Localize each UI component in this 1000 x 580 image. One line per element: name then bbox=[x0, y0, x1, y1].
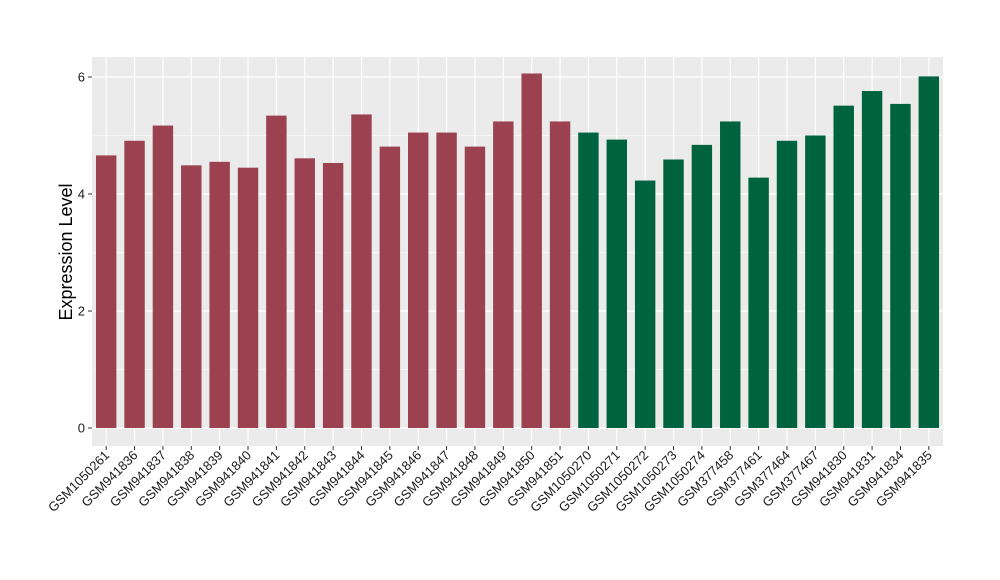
bar-GSM941831 bbox=[861, 91, 883, 428]
bar-GSM941850 bbox=[521, 73, 542, 429]
bar-GSM1050271 bbox=[606, 139, 627, 428]
bar-GSM941842 bbox=[294, 158, 315, 428]
bar-GSM1050261 bbox=[95, 155, 117, 428]
y-axis: 0 2 4 6 bbox=[78, 70, 92, 436]
bar-GSM377461 bbox=[748, 177, 769, 428]
bar-GSM941843 bbox=[322, 162, 344, 428]
y-tick-label: 0 bbox=[78, 421, 85, 436]
bar-GSM941837 bbox=[152, 125, 174, 429]
bar-GSM941851 bbox=[549, 121, 571, 429]
bar-GSM1050274 bbox=[691, 144, 713, 429]
bar-GSM941830 bbox=[833, 105, 854, 428]
bar-GSM941840 bbox=[237, 167, 259, 429]
bar-GSM1050272 bbox=[634, 180, 656, 428]
plot-panel bbox=[92, 57, 943, 446]
bar-GSM941849 bbox=[493, 121, 514, 429]
bar-GSM941848 bbox=[464, 146, 486, 429]
bar-GSM1050270 bbox=[578, 132, 599, 428]
x-axis: GSM1050261GSM941836GSM941837GSM941838GSM… bbox=[45, 446, 935, 515]
bar-GSM941846 bbox=[408, 132, 429, 428]
y-tick-label: 2 bbox=[78, 304, 85, 319]
bar-GSM941841 bbox=[266, 115, 287, 429]
bar-GSM941836 bbox=[124, 140, 145, 428]
y-tick-label: 4 bbox=[78, 187, 85, 202]
bar-GSM377464 bbox=[776, 140, 798, 428]
bar-GSM941834 bbox=[890, 103, 911, 428]
bar-GSM1050273 bbox=[663, 159, 684, 429]
y-axis-title: Expression Level bbox=[56, 183, 76, 320]
bar-GSM941847 bbox=[436, 132, 457, 428]
bar-GSM377458 bbox=[720, 121, 741, 429]
bar-GSM941835 bbox=[918, 76, 940, 428]
bar-GSM941839 bbox=[209, 161, 230, 428]
bar-GSM941844 bbox=[351, 114, 372, 428]
bars bbox=[95, 73, 940, 429]
bar-GSM377467 bbox=[805, 135, 826, 428]
bar-GSM941845 bbox=[379, 146, 401, 429]
bar-GSM941838 bbox=[181, 165, 202, 428]
y-tick-label: 6 bbox=[78, 70, 85, 85]
